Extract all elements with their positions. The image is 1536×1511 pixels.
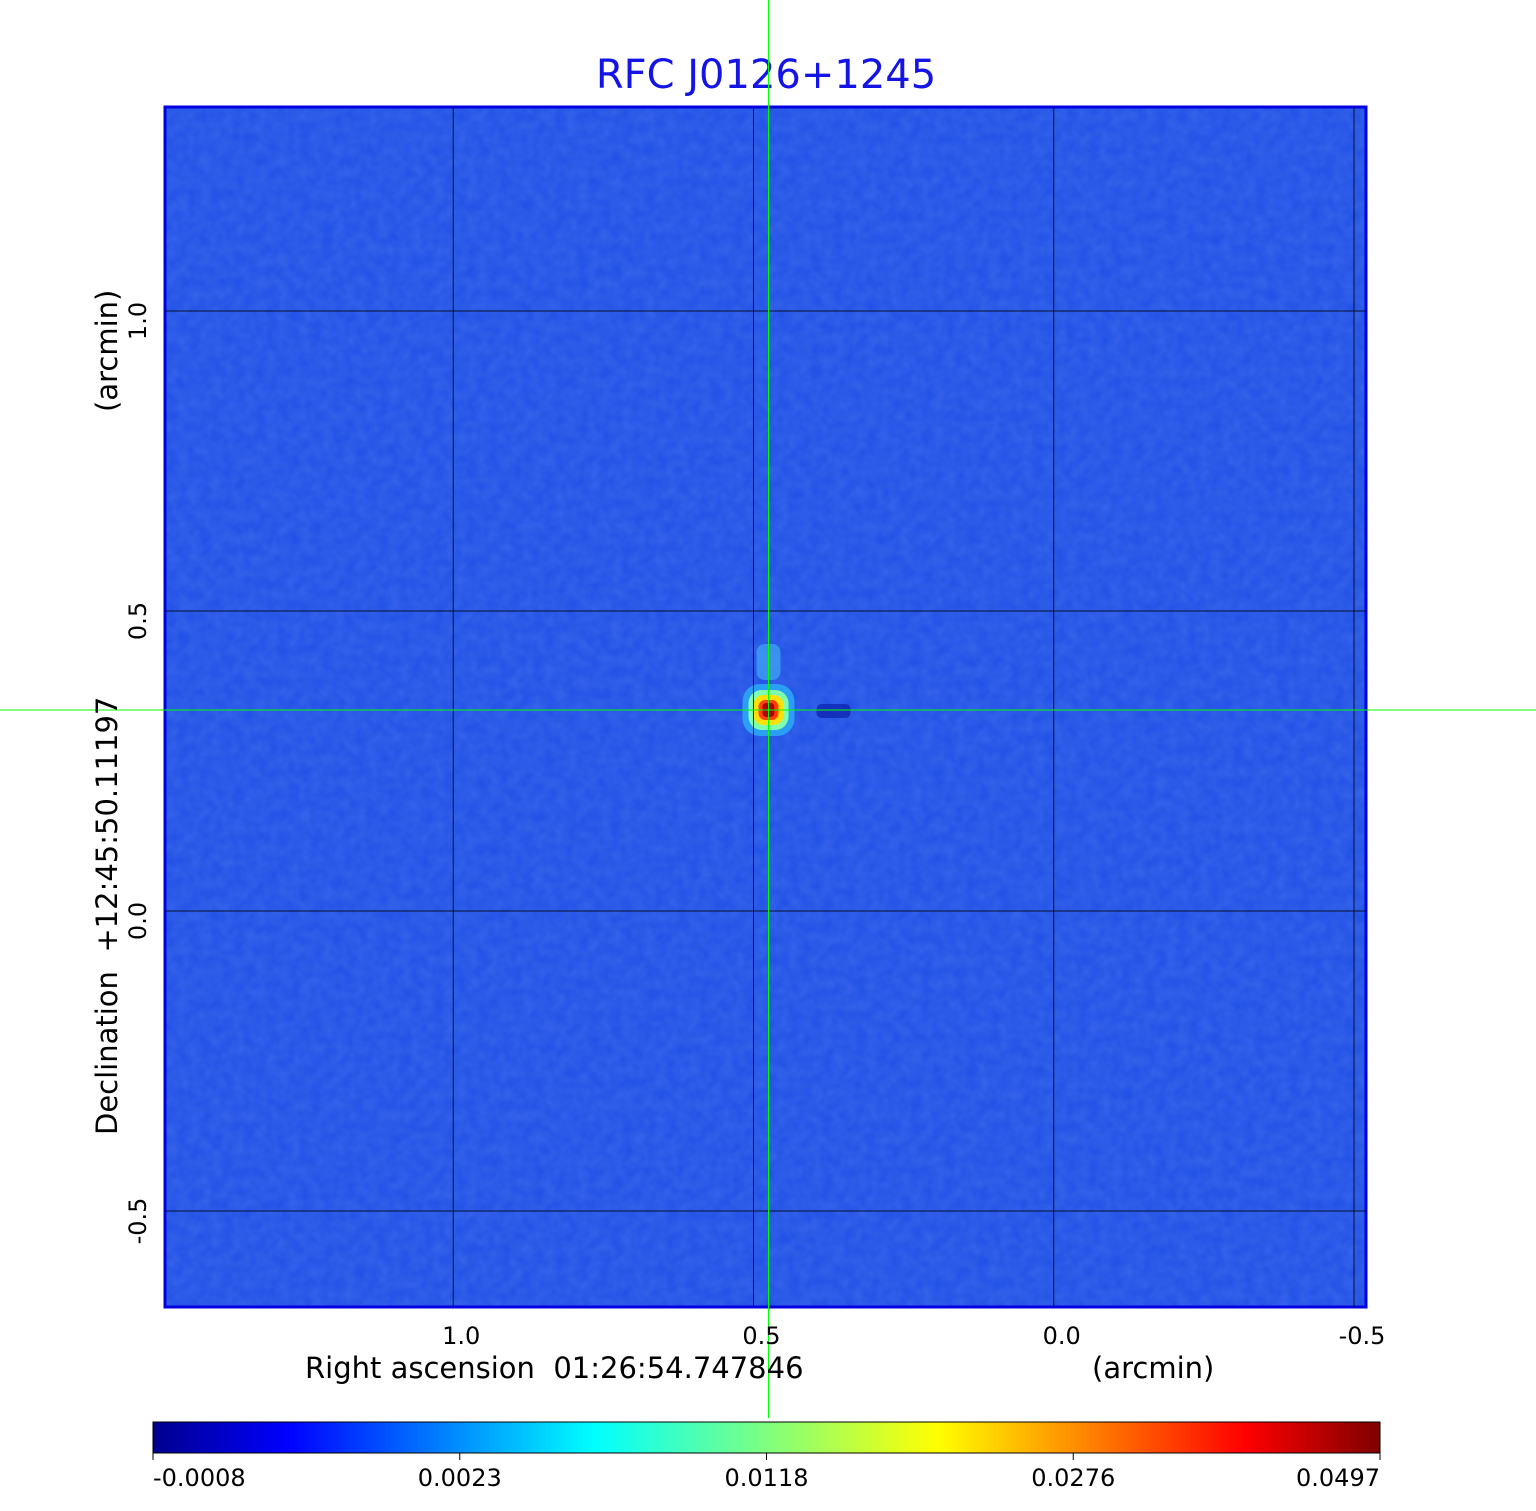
x-tick-label: 1.0 xyxy=(442,1322,480,1350)
y-tick-label: 0.5 xyxy=(124,602,152,640)
y-tick-label: 1.0 xyxy=(124,302,152,340)
colorbar-tick-label: 0.0276 xyxy=(1031,1464,1115,1492)
x-axis-unit: (arcmin) xyxy=(1092,1351,1214,1385)
y-tick-labels: 1.0 0.5 0.0 -0.5 xyxy=(124,302,152,1245)
x-tick-label: 0.0 xyxy=(1043,1322,1081,1350)
coordinate-grid xyxy=(165,107,1366,1307)
y-tick-label: 0.0 xyxy=(124,902,152,940)
crosshair xyxy=(0,0,1536,1418)
heatmap-border xyxy=(163,105,1368,1309)
x-axis-label: Right ascension 01:26:54.747846 xyxy=(305,1351,804,1385)
y-axis-label: Declination +12:45:50.11197 xyxy=(90,697,124,1135)
colorbar-tick-label: 0.0497 xyxy=(1296,1464,1380,1492)
colorbar-tick-labels: -0.0008 0.0023 0.0118 0.0276 0.0497 xyxy=(152,1453,1381,1492)
heatmap-image xyxy=(163,105,1368,1309)
colorbar-tick-label: 0.0118 xyxy=(725,1464,809,1492)
y-tick-label: -0.5 xyxy=(124,1198,152,1245)
negative-sidelobe xyxy=(816,704,851,718)
x-tick-labels: 1.0 0.5 0.0 -0.5 xyxy=(442,1322,1385,1350)
colorbar: -0.0008 0.0023 0.0118 0.0276 0.0497 xyxy=(152,1421,1381,1492)
y-axis-unit: (arcmin) xyxy=(90,290,124,412)
colorbar-tick-label: 0.0023 xyxy=(418,1464,502,1492)
x-tick-label: 0.5 xyxy=(742,1322,780,1350)
colorbar-tick-label: -0.0008 xyxy=(153,1464,246,1492)
colorbar-gradient xyxy=(152,1421,1381,1454)
chart-title: RFC J0126+1245 xyxy=(596,52,936,98)
x-tick-label: -0.5 xyxy=(1339,1322,1386,1350)
